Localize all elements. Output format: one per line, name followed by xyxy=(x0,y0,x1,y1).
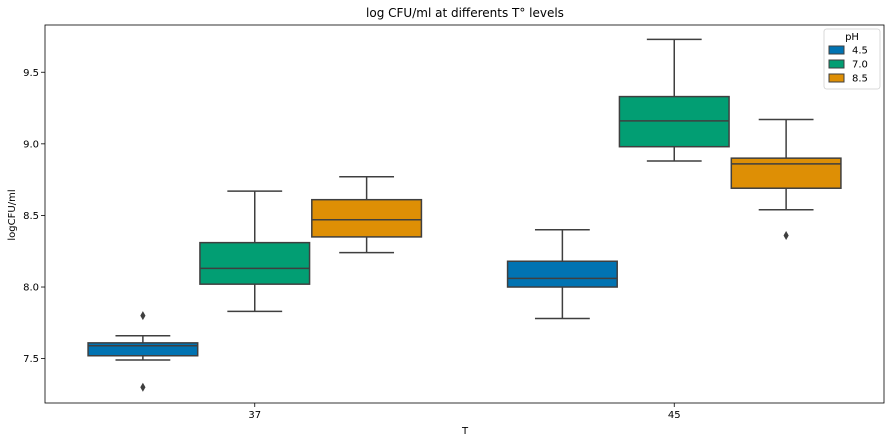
legend-swatch xyxy=(828,73,845,83)
legend-swatch xyxy=(828,59,845,69)
x-tick-label: 37 xyxy=(248,410,261,421)
box-iqr xyxy=(730,157,842,189)
plot-area: 7.5 8.0 8.5 9.0 9.5 37 45 xyxy=(23,24,885,421)
x-tick-label: 45 xyxy=(668,410,681,421)
y-tick-label: 9.0 xyxy=(23,139,39,150)
legend-label: 4.5 xyxy=(852,46,868,57)
box-iqr xyxy=(506,260,618,288)
legend-label: 8.5 xyxy=(852,74,868,85)
y-tick-label: 8.5 xyxy=(23,211,39,222)
legend: pH 4.5 7.0 8.5 xyxy=(823,28,881,90)
outlier-marker xyxy=(140,382,146,392)
box-iqr xyxy=(199,241,311,285)
y-tick-label: 9.5 xyxy=(23,68,39,79)
legend-label: 7.0 xyxy=(852,60,868,71)
y-tick-label: 7.5 xyxy=(23,354,39,365)
x-axis-label: T xyxy=(461,426,469,437)
y-tick-label: 8.0 xyxy=(23,283,39,294)
legend-title: pH xyxy=(845,32,859,43)
box-iqr xyxy=(311,198,423,238)
plot-frame xyxy=(44,24,885,404)
box-iqr xyxy=(87,342,199,357)
outlier-marker xyxy=(140,311,146,321)
outlier-marker xyxy=(783,230,789,240)
y-axis-label: logCFU/ml xyxy=(7,189,18,240)
chart-title: log CFU/ml at differents T° levels xyxy=(366,6,564,20)
legend-swatch xyxy=(828,45,845,55)
